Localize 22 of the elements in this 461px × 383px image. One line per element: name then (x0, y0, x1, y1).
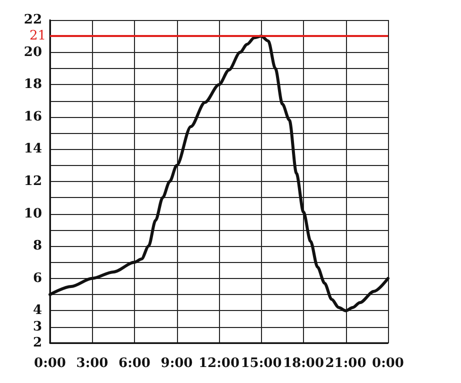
x-tick-label: 21:00 (325, 356, 366, 371)
x-tick-label: 9:00 (160, 356, 193, 371)
x-tick-label: 0:00 (372, 356, 404, 371)
ref-line-label: 21 (29, 28, 46, 44)
x-tick-label: 0:00 (34, 356, 66, 371)
y-tick-label: 2 (32, 336, 42, 350)
y-tick-label: 18 (24, 77, 42, 92)
y-tick-label: 6 (32, 270, 42, 286)
x-tick-label: 12:00 (198, 356, 240, 371)
y-tick-label: 8 (32, 238, 42, 254)
y-tick-label: 3 (32, 319, 42, 334)
y-tick-label: 14 (24, 142, 42, 157)
y-tick-label: 22 (24, 12, 42, 28)
x-tick-label: 6:00 (118, 356, 150, 371)
y-tick-label: 20 (24, 44, 42, 60)
y-tick-label: 12 (24, 174, 42, 189)
x-tick-label: 15:00 (240, 356, 282, 371)
y-tick-label: 4 (32, 303, 42, 318)
x-tick-label: 18:00 (283, 356, 324, 371)
x-tick-label: 3:00 (76, 356, 108, 371)
y-tick-label: 10 (24, 206, 42, 222)
y-tick-label: 16 (24, 109, 42, 124)
